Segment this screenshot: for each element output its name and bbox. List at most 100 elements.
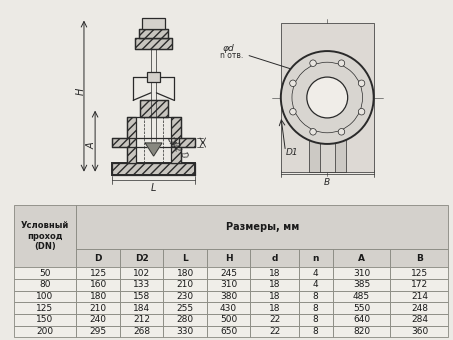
Polygon shape (145, 143, 162, 156)
Bar (333, 325, 390, 337)
Text: 184: 184 (133, 304, 150, 312)
Text: 4: 4 (313, 280, 318, 289)
Bar (333, 314, 390, 325)
Text: 280: 280 (177, 315, 194, 324)
Bar (140, 100, 168, 117)
Bar (147, 72, 160, 82)
Circle shape (310, 60, 316, 66)
Text: 310: 310 (220, 280, 237, 289)
Bar (207, 302, 251, 314)
Bar (299, 291, 333, 302)
Bar (390, 325, 448, 337)
Text: 4: 4 (313, 269, 318, 278)
Text: 295: 295 (90, 327, 107, 336)
Text: 50: 50 (39, 269, 51, 278)
Bar (14, 314, 77, 325)
Bar (142, 18, 165, 29)
Text: 210: 210 (177, 280, 194, 289)
Text: 18: 18 (269, 292, 280, 301)
Text: n отв.: n отв. (221, 51, 244, 61)
Bar (120, 268, 164, 279)
Text: D: D (178, 150, 188, 159)
Bar (14, 325, 77, 337)
Text: 385: 385 (353, 280, 370, 289)
Bar (120, 291, 164, 302)
Text: 8: 8 (313, 304, 318, 312)
Text: n: n (312, 254, 319, 262)
Text: 550: 550 (353, 304, 370, 312)
Text: 180: 180 (90, 292, 107, 301)
Text: L: L (182, 254, 188, 262)
Text: 8: 8 (313, 315, 318, 324)
Bar (207, 249, 251, 268)
Bar (299, 302, 333, 314)
Bar (390, 291, 448, 302)
Bar (251, 249, 299, 268)
Bar (14, 302, 77, 314)
Text: L: L (151, 183, 156, 193)
Text: 180: 180 (177, 269, 194, 278)
Bar (164, 249, 207, 268)
Text: 125: 125 (36, 304, 53, 312)
Text: d: d (271, 254, 278, 262)
Bar (120, 302, 164, 314)
Text: 430: 430 (220, 304, 237, 312)
Text: 248: 248 (411, 304, 428, 312)
Bar (299, 279, 333, 291)
Text: 268: 268 (133, 327, 150, 336)
Bar (251, 314, 299, 325)
Bar (164, 325, 207, 337)
Bar (112, 138, 129, 147)
Bar (207, 291, 251, 302)
Bar (333, 268, 390, 279)
Bar (120, 279, 164, 291)
Bar (251, 279, 299, 291)
Bar (320, 121, 335, 172)
Text: A: A (87, 142, 96, 149)
Bar (299, 268, 333, 279)
Text: 210: 210 (90, 304, 107, 312)
Bar (207, 268, 251, 279)
Text: 102: 102 (133, 269, 150, 278)
Text: 125: 125 (411, 269, 428, 278)
Text: 160: 160 (90, 280, 107, 289)
Bar (164, 279, 207, 291)
Bar (77, 268, 120, 279)
Bar (390, 249, 448, 268)
Bar (207, 325, 251, 337)
Bar (251, 291, 299, 302)
Text: 360: 360 (411, 327, 428, 336)
Bar (390, 314, 448, 325)
Text: 310: 310 (353, 269, 370, 278)
Bar (178, 138, 195, 147)
Text: Размеры, мм: Размеры, мм (226, 222, 299, 232)
Text: D1: D1 (285, 148, 298, 157)
Text: φd: φd (222, 44, 234, 53)
Circle shape (307, 77, 348, 118)
Bar (164, 268, 207, 279)
Text: 158: 158 (133, 292, 150, 301)
Text: 125: 125 (90, 269, 107, 278)
Bar (120, 249, 164, 268)
Text: 485: 485 (353, 292, 370, 301)
Text: 18: 18 (269, 280, 280, 289)
Circle shape (358, 108, 365, 115)
Text: 380: 380 (220, 292, 237, 301)
Text: B: B (416, 254, 423, 262)
Text: D: D (94, 254, 102, 262)
Bar (299, 325, 333, 337)
Text: 100: 100 (36, 292, 53, 301)
Bar (77, 325, 120, 337)
Bar (77, 249, 120, 268)
Text: 200: 200 (36, 327, 53, 336)
Bar (77, 291, 120, 302)
Text: 650: 650 (220, 327, 237, 336)
Text: D2: D2 (170, 140, 183, 153)
Text: 18: 18 (269, 269, 280, 278)
Bar (299, 249, 333, 268)
Text: 255: 255 (177, 304, 194, 312)
Text: 18: 18 (269, 304, 280, 312)
Text: 820: 820 (353, 327, 370, 336)
Bar (164, 314, 207, 325)
Bar (390, 302, 448, 314)
